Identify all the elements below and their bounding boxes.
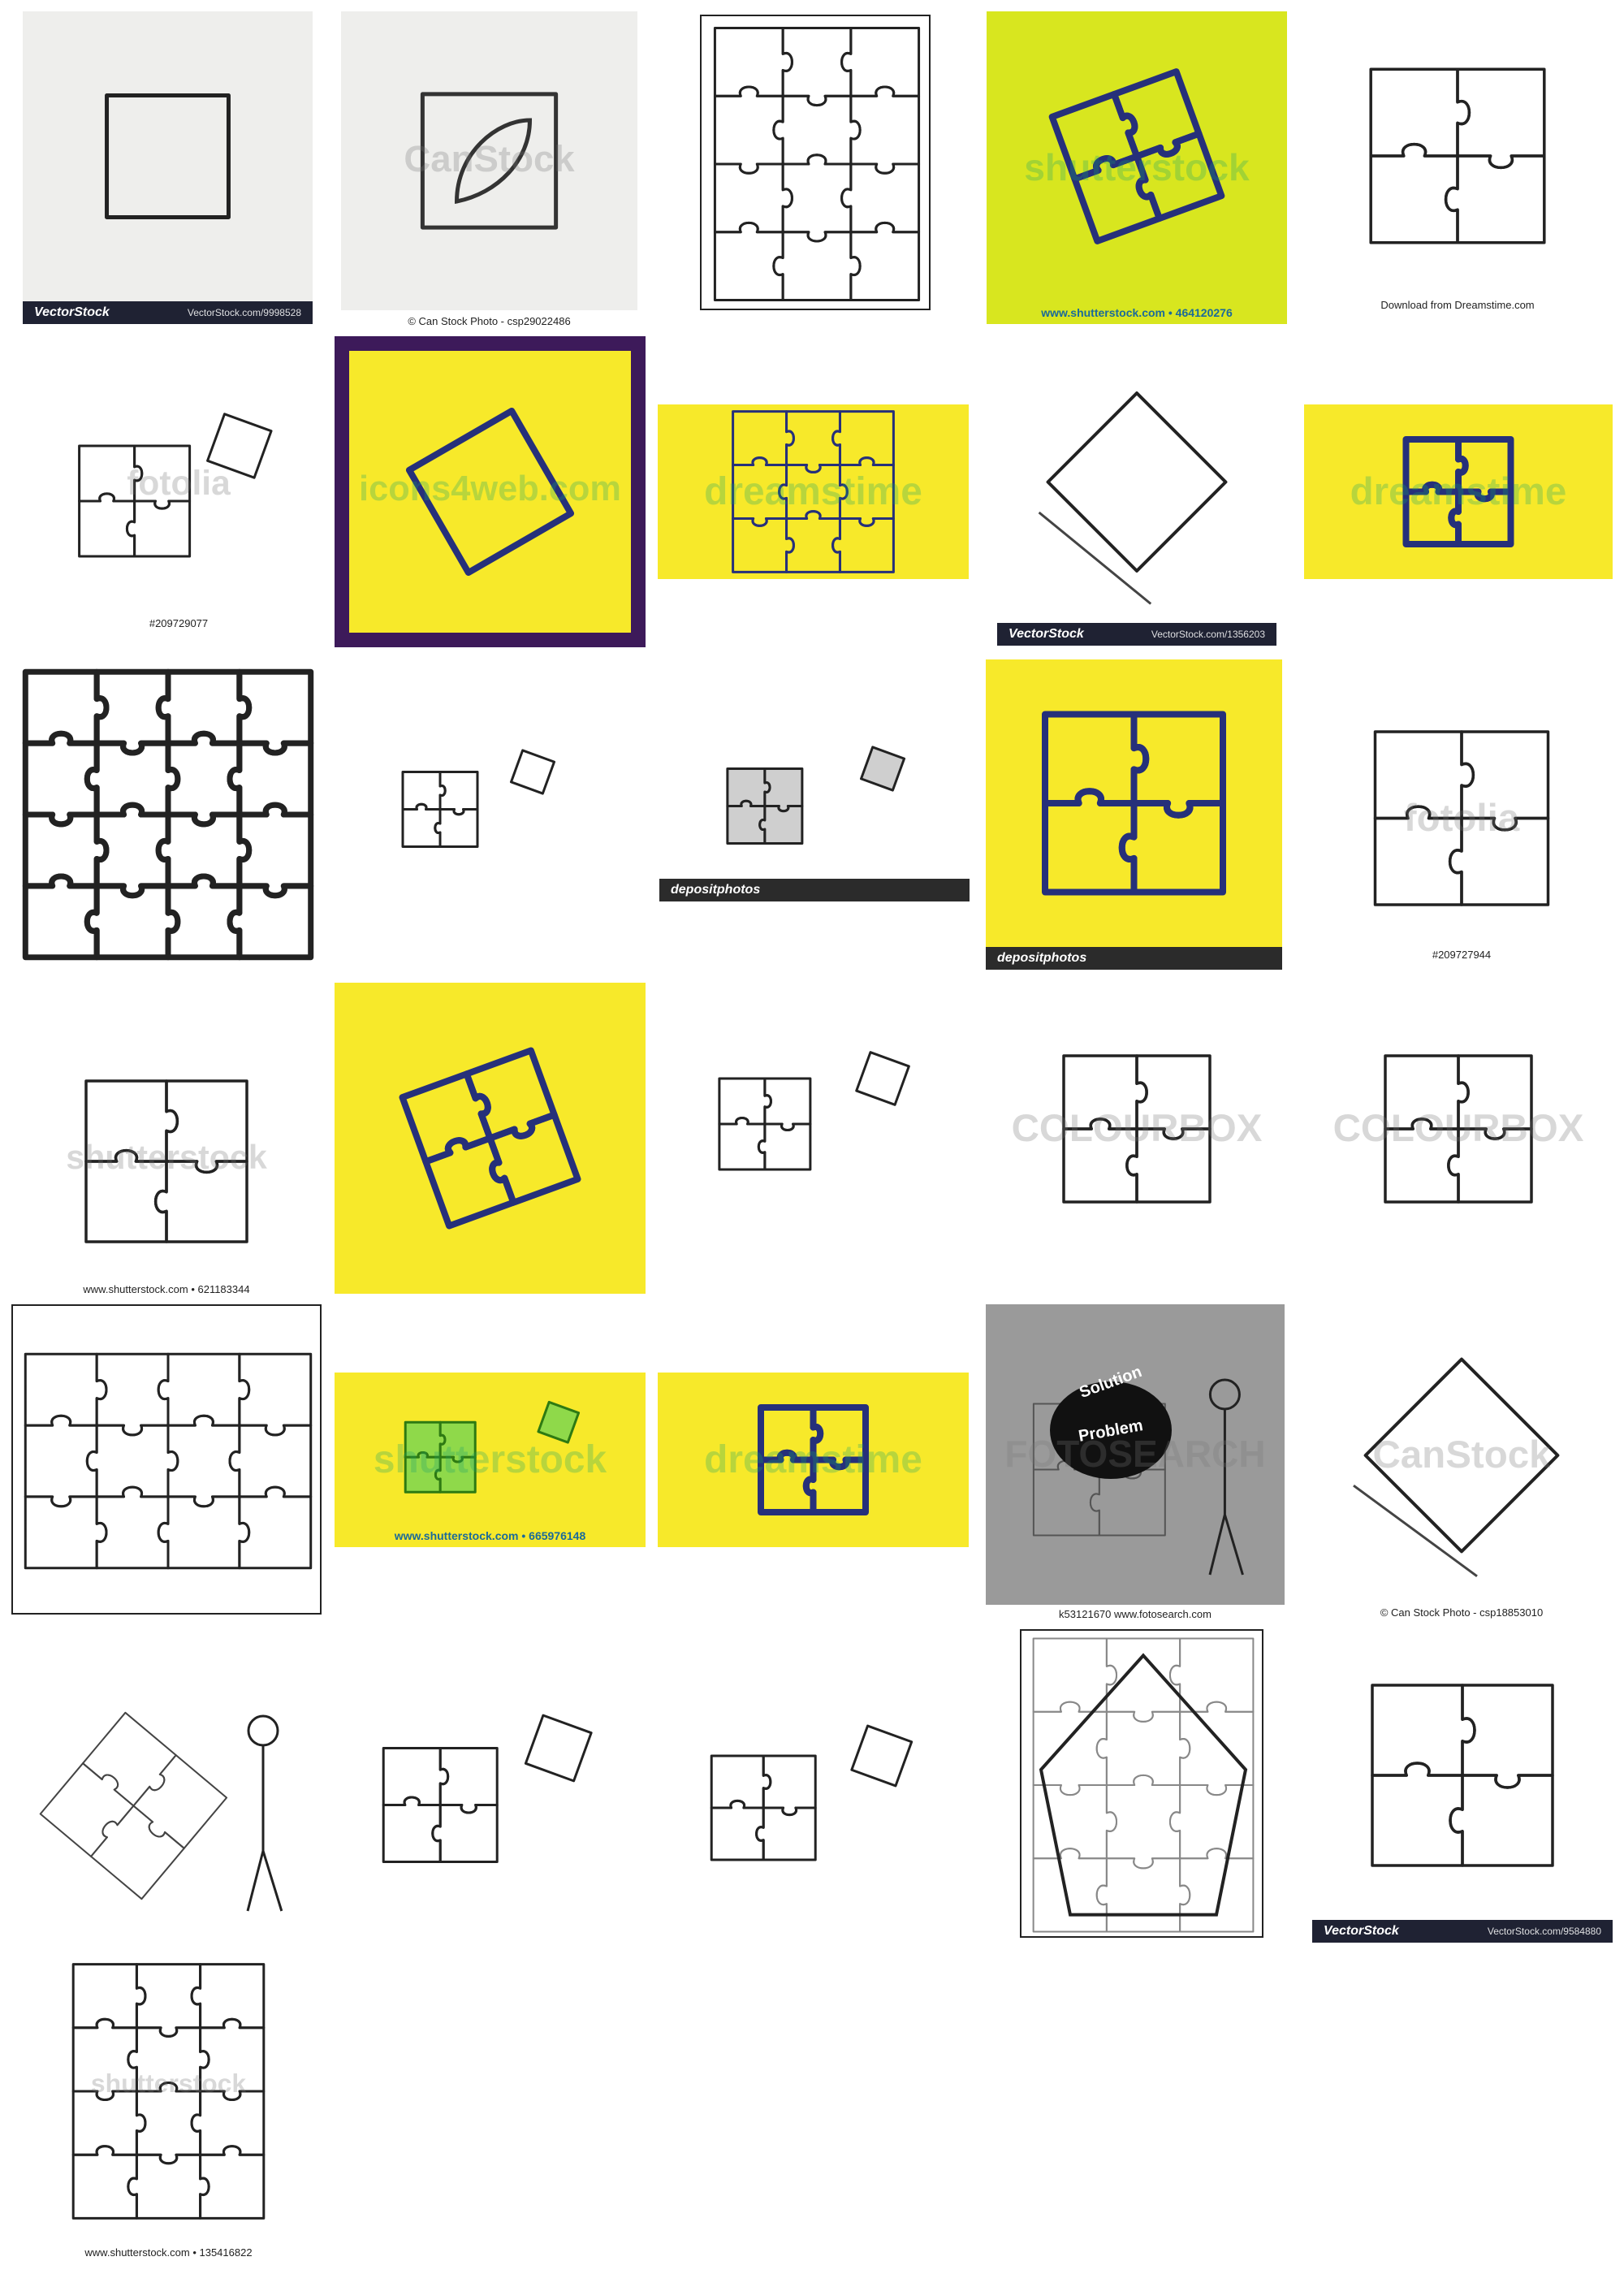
image-caption: #209727944 bbox=[1432, 949, 1492, 961]
puzzle-cluster-icon bbox=[1048, 68, 1225, 244]
puzzle-pieces-icon bbox=[710, 1724, 914, 1861]
puzzle-four-icon bbox=[758, 1404, 869, 1515]
image-tile[interactable]: shutterstock bbox=[65, 1949, 272, 2233]
image-caption: www.shutterstock.com • 665976148 bbox=[394, 1529, 586, 1542]
brand-label: VectorStock bbox=[1324, 1924, 1399, 1938]
source-bar: VectorStock VectorStock.com/9584880 bbox=[1312, 1920, 1613, 1943]
star-puzzle-icon bbox=[1032, 1637, 1255, 1933]
image-tile[interactable] bbox=[700, 15, 931, 310]
source-bar: VectorStock VectorStock.com/9998528 bbox=[23, 301, 313, 324]
image-tile[interactable]: dreamstime bbox=[658, 1373, 969, 1547]
image-tile[interactable]: dreamstime bbox=[1304, 404, 1613, 579]
image-tile[interactable] bbox=[659, 999, 970, 1226]
image-tile[interactable]: VectorStock VectorStock.com/9998528 bbox=[23, 11, 313, 324]
puzzle-four-icon bbox=[1373, 730, 1550, 906]
image-tile[interactable]: CanStock bbox=[341, 11, 637, 310]
source-bar: VectorStock VectorStock.com/1356203 bbox=[997, 623, 1276, 646]
puzzle-pieces-icon bbox=[404, 1400, 581, 1494]
puzzle-pieces-icon bbox=[78, 413, 273, 558]
image-code: VectorStock.com/9998528 bbox=[187, 307, 301, 318]
puzzle-cluster-icon bbox=[399, 1047, 581, 1230]
puzzle-piece-icon bbox=[105, 93, 231, 219]
image-caption: www.shutterstock.com • 621183344 bbox=[83, 1283, 250, 1295]
image-tile[interactable] bbox=[335, 1649, 646, 1933]
puzzle-four-icon bbox=[1371, 1684, 1554, 1867]
puzzle-grid-icon bbox=[24, 1352, 313, 1570]
image-tile[interactable]: shutterstock bbox=[32, 1015, 300, 1308]
puzzle-four-icon bbox=[1384, 1054, 1533, 1204]
puzzle-grid-icon bbox=[732, 410, 895, 573]
image-caption: k53121670 www.fotosearch.com bbox=[1059, 1608, 1212, 1620]
person-puzzle-icon bbox=[1032, 1378, 1244, 1576]
brand-label: VectorStock bbox=[1009, 627, 1084, 641]
image-tile[interactable]: depositphotos bbox=[986, 659, 1282, 970]
puzzle-pieces-icon bbox=[401, 749, 556, 848]
puzzle-four-icon bbox=[1369, 67, 1546, 244]
person-puzzle-icon bbox=[39, 1711, 283, 1912]
image-tile[interactable]: shutterstock www.shutterstock.com • 46412… bbox=[987, 11, 1287, 324]
image-tile[interactable]: depositphotos bbox=[659, 715, 970, 901]
image-tile[interactable]: fotolia bbox=[41, 349, 317, 625]
image-tile[interactable]: COLOURBOX bbox=[983, 1007, 1291, 1251]
puzzle-pieces-icon bbox=[726, 746, 906, 845]
image-tile[interactable]: icons4web.com bbox=[335, 336, 646, 647]
image-tile[interactable] bbox=[11, 659, 325, 970]
image-code: VectorStock.com/1356203 bbox=[1151, 629, 1265, 640]
image-tile[interactable] bbox=[357, 707, 601, 893]
puzzle-four-icon bbox=[1062, 1054, 1212, 1204]
image-tile[interactable] bbox=[11, 1304, 322, 1615]
puzzle-piece-icon bbox=[405, 407, 575, 577]
brand-label: depositphotos bbox=[997, 951, 1087, 965]
image-tile[interactable]: dreamstime bbox=[658, 404, 969, 579]
brand-label: depositphotos bbox=[671, 883, 761, 897]
puzzle-four-icon bbox=[1042, 711, 1226, 896]
puzzle-pieces-icon bbox=[718, 1051, 910, 1171]
image-tile[interactable]: fotolia bbox=[1307, 674, 1616, 962]
image-tile[interactable]: shutterstock www.shutterstock.com • 66597… bbox=[335, 1373, 646, 1547]
image-tile[interactable]: VectorStock VectorStock.com/9584880 bbox=[1312, 1631, 1613, 1943]
image-tile[interactable]: COLOURBOX bbox=[1304, 1007, 1613, 1251]
image-caption: www.shutterstock.com • 135416822 bbox=[84, 2246, 253, 2259]
leaf-puzzle-icon bbox=[420, 92, 559, 230]
puzzle-pieces-icon bbox=[382, 1714, 593, 1863]
image-tile[interactable]: Solution Problem FOTOSEARCH bbox=[986, 1304, 1285, 1605]
puzzle-grid-icon bbox=[71, 1963, 266, 2220]
source-bar: depositphotos bbox=[659, 879, 970, 901]
image-tile[interactable] bbox=[1303, 11, 1612, 300]
image-tile[interactable] bbox=[16, 1641, 325, 1941]
image-caption: www.shutterstock.com • 464120276 bbox=[1041, 306, 1233, 319]
image-tile[interactable] bbox=[658, 1665, 969, 1925]
image-caption: #209729077 bbox=[149, 617, 209, 629]
puzzle-3d-icon bbox=[1038, 391, 1228, 605]
puzzle-3d-icon bbox=[1353, 1357, 1560, 1578]
image-tile[interactable] bbox=[1020, 1629, 1263, 1938]
puzzle-four-icon bbox=[1402, 436, 1514, 547]
image-code: VectorStock.com/9584880 bbox=[1487, 1926, 1601, 1937]
source-bar: depositphotos bbox=[986, 947, 1282, 970]
puzzle-four-icon bbox=[84, 1079, 248, 1243]
puzzle-grid-icon bbox=[713, 27, 921, 301]
image-caption: Download from Dreamstime.com bbox=[1380, 299, 1535, 311]
image-tile[interactable]: CanStock bbox=[1307, 1304, 1616, 1606]
image-caption: © Can Stock Photo - csp29022486 bbox=[408, 315, 571, 327]
puzzle-grid-icon bbox=[22, 668, 314, 961]
image-tile[interactable] bbox=[335, 983, 646, 1294]
brand-label: VectorStock bbox=[34, 305, 110, 319]
image-tile[interactable]: VectorStock VectorStock.com/1356203 bbox=[997, 341, 1276, 646]
image-caption: © Can Stock Photo - csp18853010 bbox=[1380, 1606, 1544, 1619]
